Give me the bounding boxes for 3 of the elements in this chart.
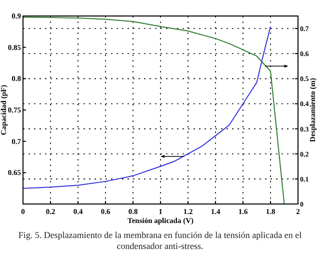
caption: Fig. 5. Desplazamiento de la membrana en función de la tensión aplicada en el condensador anti-stress. bbox=[17, 230, 303, 252]
line-series bbox=[22, 26, 271, 189]
line-series bbox=[22, 16, 285, 204]
